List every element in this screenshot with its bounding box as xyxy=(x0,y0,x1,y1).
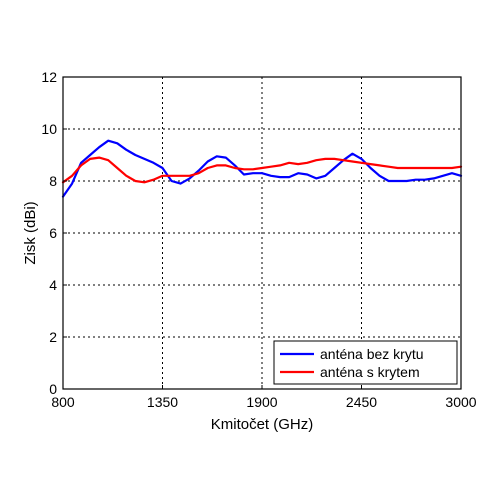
x-axis-ticks: 800 1350 1900 2450 3000 xyxy=(51,385,477,410)
legend-label-antena-bez-krytu: anténa bez krytu xyxy=(320,346,424,362)
y-axis-label: Zisk (dBi) xyxy=(22,201,39,264)
y-tick-label: 10 xyxy=(41,121,57,137)
series-line-antena-bez-krytu xyxy=(61,139,463,198)
x-tick-label: 800 xyxy=(51,394,75,410)
legend-box xyxy=(273,340,458,385)
legend-label-antena-s-krytem: anténa s krytem xyxy=(320,364,420,380)
x-tick-label: 2450 xyxy=(346,394,377,410)
y-tick-label: 2 xyxy=(49,329,57,345)
y-tick-label: 0 xyxy=(49,381,57,397)
x-tick-label: 3000 xyxy=(445,394,476,410)
y-tick-label: 12 xyxy=(41,69,57,85)
x-tick-label: 1350 xyxy=(147,394,178,410)
x-tick-label: 1900 xyxy=(246,394,277,410)
series-line-antena-s-krytem xyxy=(61,156,463,184)
x-axis-label: Kmitočet (GHz) xyxy=(211,416,314,433)
y-tick-label: 8 xyxy=(49,173,57,189)
legend: anténa bez krytu anténa s krytem xyxy=(273,340,458,385)
y-tick-label: 6 xyxy=(49,225,57,241)
y-tick-label: 4 xyxy=(49,277,57,293)
y-axis-ticks: 0 2 4 6 8 10 12 xyxy=(41,69,67,397)
series-layer xyxy=(61,139,463,198)
